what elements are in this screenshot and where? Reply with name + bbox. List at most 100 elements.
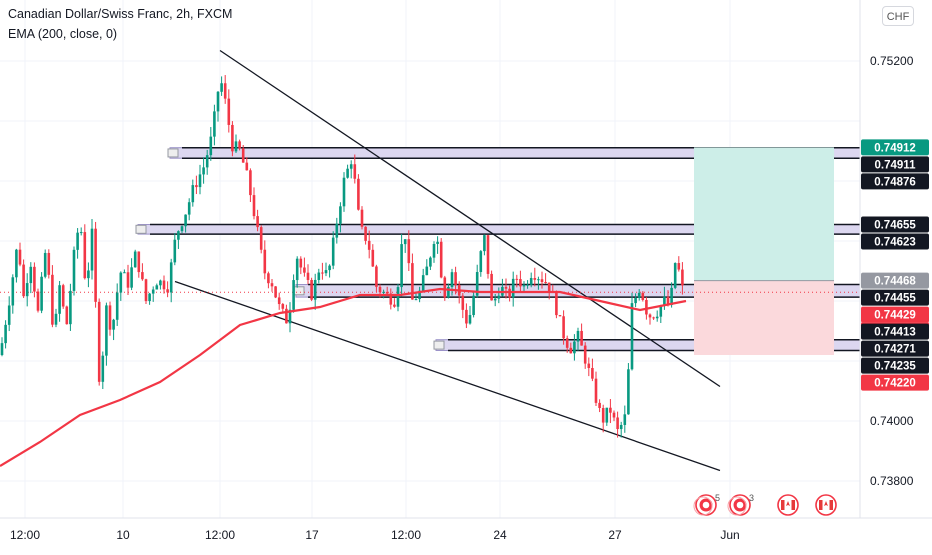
candle-1	[4, 320, 7, 349]
x-tick-label: 27	[608, 528, 622, 542]
candle-19	[69, 283, 72, 331]
event-icon-1[interactable]: 3	[727, 493, 754, 516]
zone-handle-3[interactable]	[433, 340, 445, 350]
candle-180	[648, 313, 652, 325]
zone-handle-2[interactable]	[293, 286, 305, 296]
candle-121	[436, 236, 439, 254]
candle-29	[105, 302, 108, 366]
candle-27	[97, 298, 101, 386]
y-tick-label: 0.73800	[870, 474, 914, 488]
candle-50	[180, 225, 184, 234]
price-label-0.74876: 0.74876	[861, 173, 929, 190]
candle-168	[605, 407, 609, 426]
candle-90	[324, 262, 328, 277]
candle-128	[461, 293, 465, 319]
candle-49	[177, 230, 180, 249]
candle-137	[493, 293, 497, 307]
candle-79	[285, 304, 288, 324]
candle-2	[7, 296, 11, 332]
candle-125	[450, 268, 454, 296]
price-label-0.74911: 0.74911	[861, 156, 929, 173]
candle-72	[259, 225, 263, 254]
candle-64	[231, 121, 234, 157]
svg-text:0.74655: 0.74655	[874, 220, 916, 232]
long-position-tool[interactable]	[694, 147, 834, 355]
candle-113	[407, 230, 411, 272]
price-label-0.74413: 0.74413	[861, 323, 929, 340]
svg-text:0.74455: 0.74455	[874, 293, 916, 305]
candle-103	[371, 244, 375, 268]
canada-flag-icon-2[interactable]	[777, 494, 799, 516]
candle-156	[562, 310, 565, 345]
trend-line-upper[interactable]	[219, 49, 721, 388]
candle-48	[173, 233, 177, 266]
candle-14	[51, 265, 54, 328]
event-icon-0[interactable]: 5	[693, 493, 720, 516]
price-label-0.74455: 0.74455	[861, 289, 929, 306]
candle-88	[317, 268, 321, 284]
candle-57	[205, 149, 209, 175]
candle-166	[598, 399, 601, 413]
canada-flag-icon-3[interactable]	[815, 494, 837, 516]
candle-83	[299, 256, 303, 275]
candle-146	[526, 280, 529, 289]
zone-handle-1[interactable]	[135, 224, 147, 234]
position-target-area[interactable]	[694, 147, 834, 281]
candle-60	[216, 91, 220, 122]
candle-159	[573, 334, 576, 361]
svg-text:0.74413: 0.74413	[874, 327, 916, 339]
candle-118	[425, 259, 429, 276]
trend-line-lower[interactable]	[174, 280, 721, 472]
candle-25	[90, 218, 94, 280]
zone-handle-0[interactable]	[167, 148, 179, 158]
candle-8	[29, 262, 33, 294]
candle-65	[234, 134, 238, 153]
price-label-0.74468: 0.74468	[861, 272, 929, 289]
candle-3	[11, 274, 15, 314]
x-tick-label: 17	[305, 528, 319, 542]
candle-28	[101, 351, 105, 390]
ema-line	[0, 287, 687, 467]
candle-22	[79, 227, 83, 236]
price-label-0.74623: 0.74623	[861, 233, 929, 250]
position-stop-area[interactable]	[694, 280, 834, 355]
candle-37	[133, 249, 137, 268]
candle-53	[191, 179, 195, 207]
candle-117	[421, 268, 425, 293]
trend-lines[interactable]	[0, 49, 860, 472]
indicator-legend[interactable]: EMA (200, close, 0)	[8, 27, 118, 41]
candle-177	[637, 289, 641, 301]
price-label-0.74655: 0.74655	[861, 216, 929, 233]
candle-31	[112, 318, 115, 341]
candle-71	[256, 209, 259, 232]
candle-66	[238, 139, 241, 151]
svg-text:0.74911: 0.74911	[875, 159, 917, 171]
candle-122	[439, 238, 443, 279]
candle-61	[220, 76, 223, 96]
candle-102	[367, 230, 371, 259]
candle-167	[601, 404, 605, 433]
candle-148	[533, 267, 537, 287]
currency-button[interactable]: CHF	[882, 6, 914, 26]
svg-text:0.74623: 0.74623	[874, 237, 916, 249]
candle-4	[15, 248, 18, 283]
price-label-0.74235: 0.74235	[861, 357, 929, 374]
candle-164	[591, 358, 594, 382]
candle-68	[245, 157, 249, 171]
candle-130	[468, 305, 472, 325]
candle-120	[432, 241, 436, 263]
candle-95	[342, 172, 346, 212]
symbol-title[interactable]: Canadian Dollar/Swiss Franc, 2h, FXCM	[8, 7, 233, 21]
svg-text:0.74468: 0.74468	[874, 276, 916, 288]
event-count: 5	[715, 493, 720, 503]
candle-131	[472, 291, 475, 318]
candle-96	[346, 164, 349, 179]
svg-text:0.74220: 0.74220	[874, 378, 916, 390]
candle-7	[25, 273, 29, 307]
candle-21	[76, 228, 79, 259]
candle-58	[209, 127, 213, 161]
candle-139	[501, 278, 504, 297]
